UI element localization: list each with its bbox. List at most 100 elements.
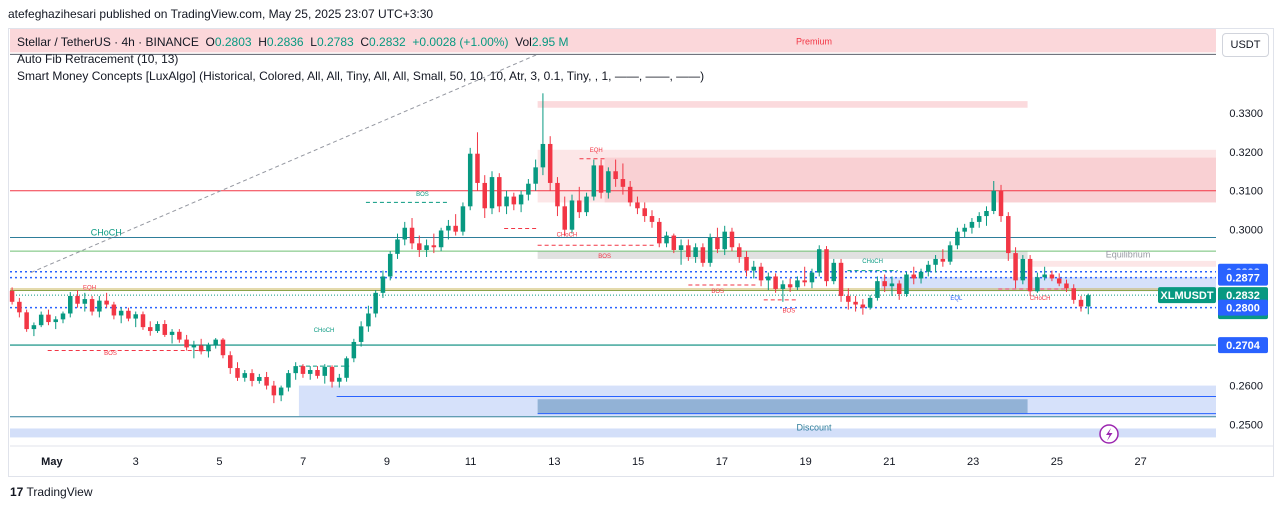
candle-body <box>9 290 15 302</box>
tradingview-logo[interactable]: 17 TradingView <box>10 485 93 499</box>
candle <box>816 245 822 277</box>
candle-body <box>926 264 931 272</box>
candle <box>1064 279 1069 293</box>
candle-body <box>358 326 364 342</box>
price-tags: 0.28920.2877XLMUSDT0.283222:080.28000.27… <box>1158 263 1268 354</box>
candle-body <box>177 331 182 340</box>
candle-body <box>1006 216 1011 254</box>
candle-body <box>1064 283 1069 289</box>
candle-body <box>540 143 546 168</box>
candle <box>860 299 866 315</box>
structure-label: BOS <box>416 192 429 198</box>
candle-body <box>533 167 538 184</box>
candle-body <box>264 377 269 386</box>
candle <box>1020 255 1026 285</box>
candle-body <box>75 295 80 304</box>
candle-body <box>38 314 44 326</box>
price-tick-label: 0.3100 <box>1229 186 1263 198</box>
structure-label: CHoCH <box>1030 296 1051 302</box>
candle <box>351 338 357 363</box>
candle-body <box>736 247 742 257</box>
time-tick-label: 17 <box>716 456 728 468</box>
indicator-fib-legend[interactable]: Auto Fib Retracement (10, 13) <box>17 52 179 66</box>
candle <box>438 227 444 252</box>
candle <box>147 321 153 336</box>
candle <box>373 290 378 318</box>
candle-body <box>831 262 837 282</box>
candle-body <box>751 266 757 271</box>
candle-body <box>693 247 698 257</box>
candle <box>526 179 531 201</box>
candle <box>736 243 742 263</box>
candle-body <box>976 216 982 222</box>
candle <box>962 223 967 238</box>
candle-body <box>620 179 626 187</box>
candle <box>75 290 80 308</box>
candle <box>278 385 284 402</box>
candle-body <box>162 324 168 335</box>
candle <box>53 316 58 330</box>
volume-value: 2.95 M <box>531 35 569 49</box>
tradingview-logo-text: TradingView <box>26 485 93 499</box>
candle <box>671 233 677 254</box>
candle <box>766 272 771 291</box>
price-tag-label: 0.2704 <box>1226 340 1261 352</box>
candle-body <box>220 339 226 356</box>
candle <box>686 239 691 261</box>
bullish-order-block <box>537 399 1028 414</box>
candle <box>758 262 764 287</box>
candle <box>97 295 102 318</box>
candle-body <box>758 266 764 281</box>
candle <box>744 251 749 277</box>
candle <box>947 241 953 265</box>
candle <box>395 233 400 259</box>
candle <box>984 206 989 226</box>
candle-body <box>627 186 633 203</box>
currency-button[interactable]: USDT <box>1222 33 1269 57</box>
price-tick-label: 0.2600 <box>1229 381 1263 393</box>
candle-body <box>1071 288 1076 300</box>
candle-body <box>293 366 298 374</box>
indicator-smc-legend[interactable]: Smart Money Concepts [LuxAlgo] (Historic… <box>17 69 705 83</box>
chart-pane[interactable] <box>8 28 1274 477</box>
candle <box>889 276 895 296</box>
candle-body <box>678 245 684 250</box>
low-value: 0.2783 <box>316 35 354 49</box>
symbol-legend[interactable]: Stellar / TetherUS · 4h · BINANCE O0.280… <box>17 35 569 49</box>
candle <box>700 243 706 267</box>
time-tick-label: 15 <box>632 456 644 468</box>
candle-body <box>140 314 146 328</box>
candle <box>46 309 51 326</box>
candle <box>17 297 22 318</box>
candle <box>976 212 982 228</box>
candle-body <box>111 304 117 316</box>
candle-body <box>1020 258 1026 281</box>
candle-body <box>53 319 58 323</box>
chart-misc <box>1099 424 1119 444</box>
time-tick-label: 9 <box>384 456 390 468</box>
open-key: O <box>205 35 215 49</box>
candle <box>540 93 546 176</box>
candle <box>707 233 713 267</box>
symbol-name: Stellar / TetherUS · 4h · BINANCE <box>17 35 199 49</box>
publisher-credit: atefeghazihesari published on TradingVie… <box>8 7 434 21</box>
candle <box>584 192 589 217</box>
candle <box>518 190 524 213</box>
candle <box>715 227 720 254</box>
discount-zone <box>10 428 1216 438</box>
candle-body <box>60 313 66 320</box>
candle-body <box>613 171 618 180</box>
candle-body <box>998 190 1004 217</box>
candle-body <box>569 200 575 230</box>
price-tick-label: 0.3000 <box>1229 225 1263 237</box>
candle <box>838 258 844 302</box>
candle-body <box>329 366 335 382</box>
time-tick-label: 3 <box>133 456 139 468</box>
candle <box>955 227 960 250</box>
candle-body <box>962 227 967 232</box>
structure-label: BOS <box>104 351 117 357</box>
candle-body <box>460 206 466 232</box>
candle-body <box>729 231 735 248</box>
candle-body <box>584 196 589 213</box>
